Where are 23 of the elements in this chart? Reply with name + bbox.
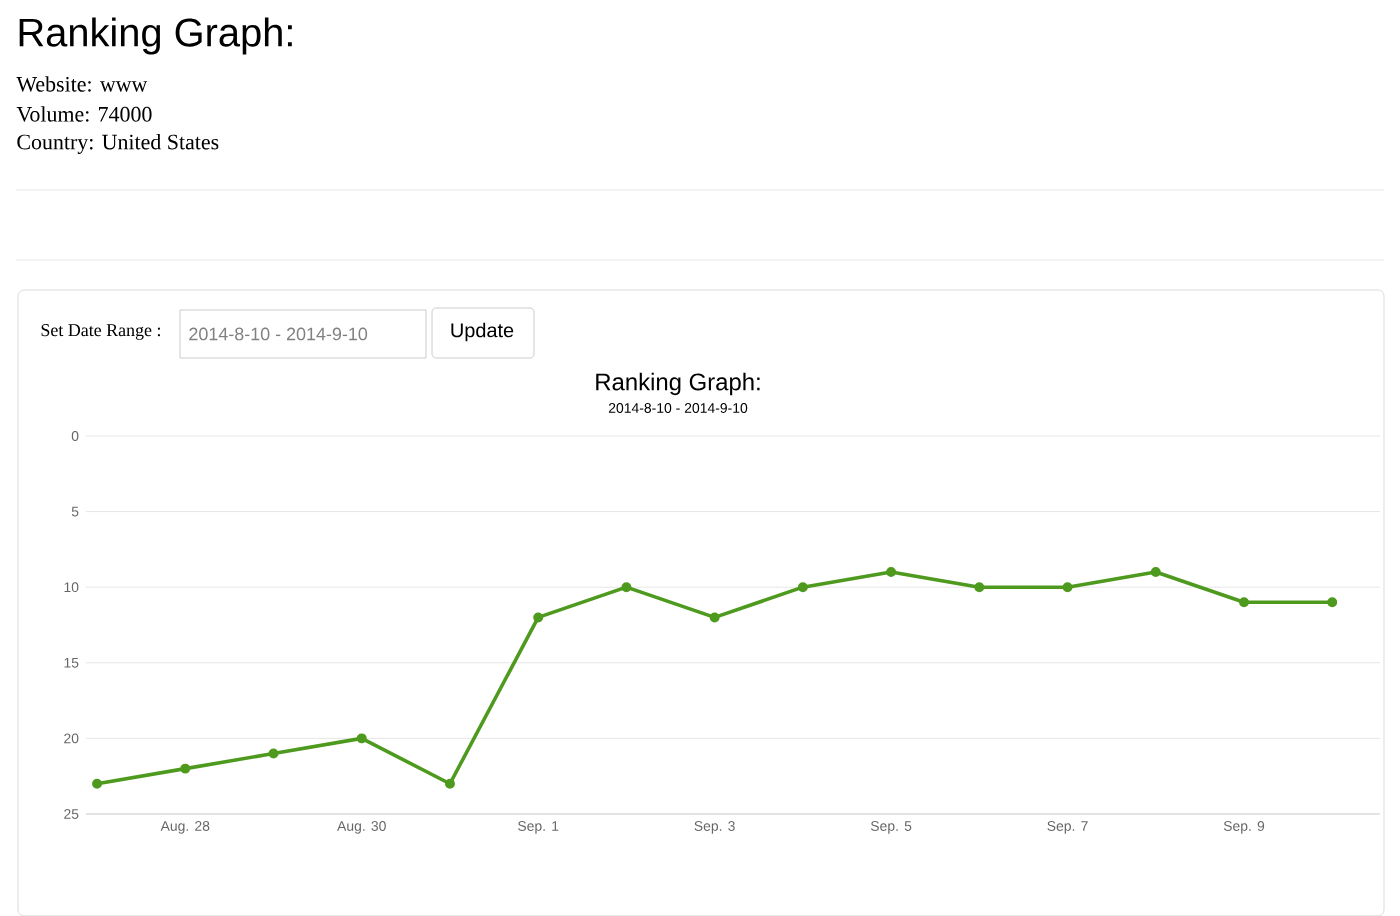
point (709, 612, 720, 623)
point (533, 612, 544, 623)
point (1150, 567, 1161, 578)
text: Ranking Graph: (19, 17, 292, 55)
point (268, 748, 279, 759)
point (1062, 582, 1073, 593)
text: Update (451, 322, 514, 342)
point (974, 582, 985, 593)
point (444, 778, 455, 789)
text: Website: www (16, 76, 148, 92)
point (356, 733, 367, 744)
chart-title: Ranking Graph: (596, 372, 760, 396)
point (1239, 597, 1249, 608)
text: Country: United States (17, 134, 219, 154)
point (1327, 597, 1338, 608)
text: Volume: 74000 (16, 106, 152, 122)
point (92, 778, 103, 789)
point (180, 763, 191, 774)
point (797, 582, 808, 593)
point (886, 567, 897, 578)
text: 2014-8-10 - 2014-9-10 (189, 327, 368, 341)
text: Set Date Range : (41, 324, 160, 340)
point (621, 582, 632, 593)
